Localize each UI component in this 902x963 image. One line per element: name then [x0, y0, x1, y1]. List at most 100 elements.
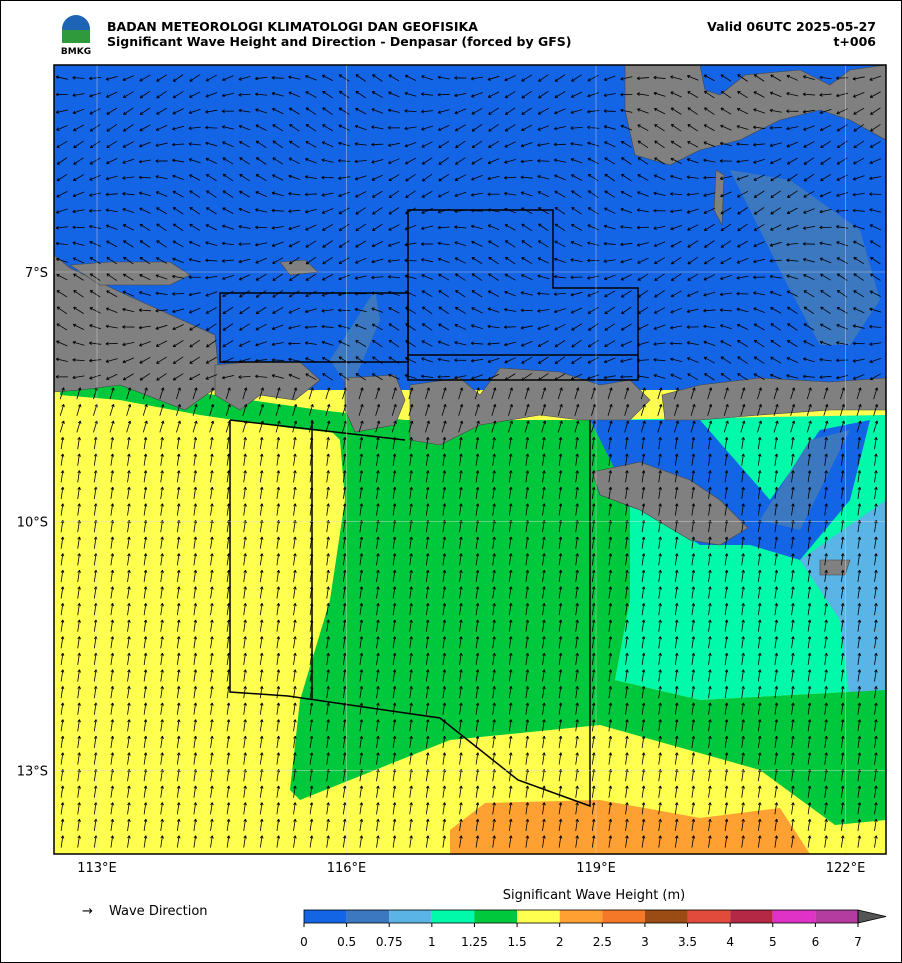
wave-arrow [674, 818, 679, 831]
wave-arrow [55, 226, 69, 230]
wave-arrow [421, 141, 433, 148]
wave-arrow [442, 669, 447, 682]
wave-arrow [720, 223, 732, 232]
wave-arrow [824, 486, 828, 499]
wave-arrow [238, 124, 251, 131]
wave-arrow [641, 536, 646, 549]
wave-arrow [869, 224, 882, 231]
wave-arrow [222, 75, 234, 82]
wave-arrow [259, 752, 264, 765]
wave-arrow [110, 735, 115, 748]
wave-arrow [769, 373, 782, 380]
wave-arrow [741, 486, 745, 499]
wave-arrow [193, 503, 198, 516]
wave-arrow [653, 225, 666, 230]
wave-arrow [791, 735, 795, 748]
wave-arrow [77, 586, 81, 599]
wave-arrow [442, 536, 447, 549]
wave-arrow [226, 470, 231, 483]
wave-arrow [769, 290, 782, 297]
wave-arrow [272, 273, 284, 281]
wave-arrow [774, 636, 779, 649]
wave-arrow [442, 619, 447, 632]
wave-arrow [255, 124, 267, 131]
wave-arrow [603, 109, 616, 113]
wave-arrow [276, 603, 281, 616]
wave-arrow [404, 258, 417, 263]
wave-arrow [276, 586, 281, 599]
wave-arrow [255, 242, 268, 247]
wave-arrow [853, 140, 865, 149]
wave-arrow [558, 686, 563, 699]
wave-arrow [757, 470, 762, 483]
wave-arrow [142, 387, 148, 400]
wave-arrow [587, 157, 599, 165]
wave-arrow [355, 340, 367, 347]
wave-arrow [520, 308, 533, 313]
wave-arrow [193, 669, 198, 682]
wave-arrow [703, 192, 716, 197]
wave-arrow [774, 669, 779, 682]
wave-arrow [193, 536, 198, 549]
wave-arrow [205, 207, 217, 215]
wave-arrow [591, 636, 596, 649]
wave-arrow [222, 323, 234, 331]
wave-arrow [525, 802, 530, 815]
wave-arrow [322, 224, 333, 231]
wave-arrow [110, 686, 115, 699]
wave-arrow [537, 125, 550, 131]
wave-arrow [674, 536, 679, 549]
wave-arrow [376, 470, 380, 483]
wave-arrow [226, 785, 231, 798]
wave-arrow [172, 108, 184, 115]
colorbar-frame [303, 909, 859, 924]
wave-arrow [226, 453, 231, 466]
wave-arrow [176, 586, 181, 599]
wave-arrow [852, 324, 865, 329]
wave-arrow [404, 141, 417, 148]
wave-arrow [658, 835, 662, 848]
wave-arrow [459, 470, 463, 483]
wave-arrow [471, 374, 483, 380]
wave-arrow [608, 437, 613, 450]
wave-arrow [708, 719, 712, 732]
wave-arrow [720, 274, 732, 281]
wave-arrow [719, 324, 732, 330]
wave-arrow [525, 719, 530, 732]
wave-arrow [857, 636, 862, 649]
wave-arrow [869, 240, 881, 248]
wave-arrow [736, 125, 749, 130]
wave-arrow [358, 387, 364, 400]
wave-arrow [106, 373, 118, 380]
wave-arrow [376, 719, 380, 732]
wave-arrow [155, 175, 168, 180]
wave-arrow [786, 258, 799, 263]
wave-arrow [574, 387, 580, 400]
wave-arrow [470, 341, 484, 346]
wave-arrow [704, 107, 715, 115]
wave-arrow [172, 174, 184, 181]
wave-arrow [504, 290, 516, 297]
wave-arrow [288, 290, 300, 298]
wave-arrow [309, 719, 314, 732]
wave-arrow [587, 339, 599, 348]
wave-arrow [143, 752, 148, 765]
wave-arrow [636, 341, 649, 347]
wave-arrow [791, 669, 795, 682]
wave-arrow [542, 586, 546, 599]
wave-arrow [109, 403, 115, 416]
wave-arrow [238, 93, 251, 97]
wave-arrow [719, 176, 732, 181]
wave-arrow [840, 686, 845, 699]
wave-arrow [824, 553, 828, 566]
wave-arrow [753, 190, 765, 198]
wave-arrow [454, 108, 467, 115]
wave-arrow [255, 76, 268, 81]
wave-arrow [376, 669, 380, 682]
wave-arrow [308, 420, 314, 433]
wave-arrow [853, 157, 865, 165]
wave-arrow [475, 835, 480, 848]
wave-arrow [475, 636, 480, 649]
wave-arrow [171, 142, 185, 147]
wave-arrow [786, 357, 799, 364]
